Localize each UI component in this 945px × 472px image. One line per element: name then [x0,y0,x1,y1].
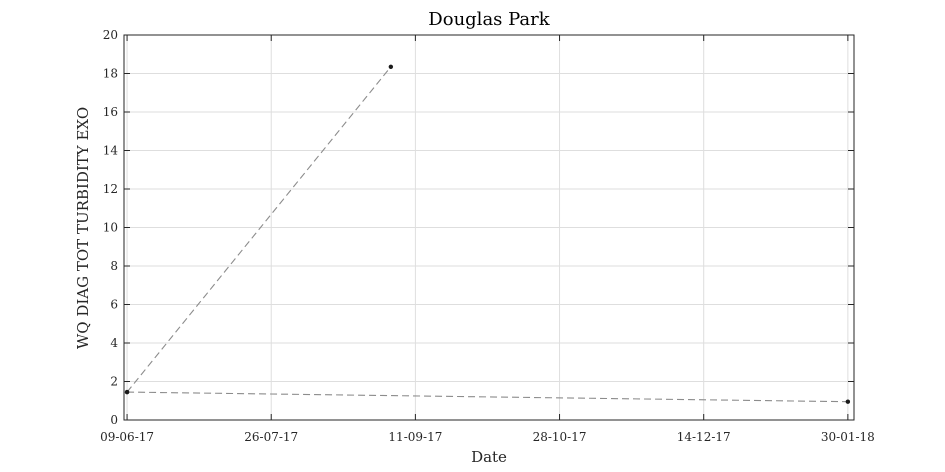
x-tick-label: 14-12-17 [677,430,731,444]
x-tick-label: 26-07-17 [244,430,298,444]
x-tick-label: 28-10-17 [533,430,587,444]
y-tick-label: 8 [110,259,118,273]
x-axis: 09-06-17 26-07-17 11-09-17 28-10-17 14-12-17… [100,35,875,444]
y-tick-label: 18 [103,67,118,81]
y-axis: 0 2 4 6 8 10 12 14 16 18 20 [103,28,854,427]
data-point [124,389,130,395]
grid-lines [124,34,854,421]
y-axis-label: WQ DIAG TOT TURBIDITY EXO [74,107,92,349]
data-point [388,64,394,69]
y-tick-label: 4 [110,336,118,350]
y-tick-label: 2 [110,375,118,389]
x-tick-label: 09-06-17 [100,430,154,444]
y-tick-label: 6 [110,298,118,312]
x-tick-label: 11-09-17 [388,430,442,444]
y-tick-label: 10 [103,221,118,235]
x-axis-label: Date [471,448,507,466]
series-group [124,64,851,404]
y-tick-label: 12 [103,182,118,196]
series-line-2 [127,391,848,403]
data-point [845,399,851,404]
series-line-1 [126,66,392,393]
y-tick-label: 16 [103,105,118,119]
y-tick-label: 14 [103,144,119,158]
y-tick-label: 0 [110,413,118,427]
chart-title: Douglas Park [428,9,550,30]
y-tick-label: 20 [103,28,118,42]
x-tick-label: 30-01-18 [821,430,875,444]
